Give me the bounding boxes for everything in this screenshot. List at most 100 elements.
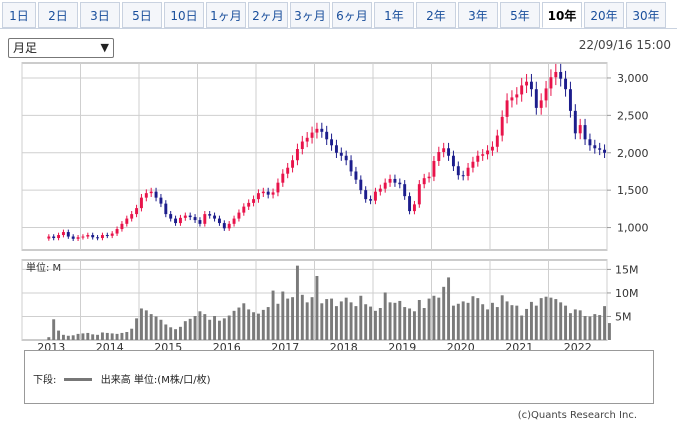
candle-body	[500, 116, 504, 136]
volume-bar	[208, 319, 212, 340]
volume-bar	[276, 303, 280, 340]
volume-bar	[52, 319, 56, 340]
candle-body	[232, 218, 236, 224]
candle-body	[437, 152, 441, 161]
volume-bar	[291, 297, 295, 340]
candle-body	[96, 237, 100, 239]
volume-bar	[105, 332, 109, 340]
tab-period-11[interactable]: 3年	[458, 2, 498, 28]
candle-body	[534, 89, 538, 108]
volume-bar	[588, 316, 592, 340]
legend-prefix: 下段:	[33, 375, 57, 386]
candle-body	[598, 148, 602, 150]
tab-period-15[interactable]: 30年	[626, 2, 666, 28]
price-tick-label: 2,000	[617, 147, 649, 160]
candle-body	[164, 203, 168, 215]
volume-bar	[564, 305, 568, 340]
candle-body	[364, 190, 368, 200]
volume-bar	[412, 311, 416, 340]
candle-body	[217, 218, 221, 224]
tab-period-5[interactable]: 1ヶ月	[206, 2, 246, 28]
candle-body	[417, 184, 421, 205]
candle-body	[373, 191, 377, 201]
candle-body	[178, 217, 182, 224]
volume-bar	[603, 306, 607, 340]
candle-body	[515, 94, 519, 98]
tab-period-12[interactable]: 5年	[500, 2, 540, 28]
candle-body	[568, 89, 572, 111]
volume-bar	[315, 276, 319, 340]
volume-bar	[544, 296, 548, 340]
candle-period-value: 月足	[13, 41, 38, 55]
volume-bar	[554, 299, 558, 340]
tab-period-8[interactable]: 6ヶ月	[332, 2, 372, 28]
volume-bar	[325, 299, 329, 340]
candle-body	[295, 149, 299, 161]
candle-body	[378, 188, 382, 192]
candle-body	[320, 128, 324, 132]
candle-body	[476, 155, 480, 162]
candle-period-select[interactable]: 月足 ▼	[8, 38, 114, 58]
volume-bar	[96, 334, 100, 340]
candle-body	[510, 97, 514, 101]
candle-body	[403, 184, 407, 197]
volume-tick-label: 15M	[615, 263, 639, 276]
volume-bar	[100, 332, 104, 340]
tab-period-1[interactable]: 2日	[38, 2, 78, 28]
tab-period-0[interactable]: 1日	[2, 2, 36, 28]
volume-bar	[354, 306, 358, 340]
candle-body	[549, 77, 553, 89]
tab-period-6[interactable]: 2ヶ月	[248, 2, 288, 28]
tab-period-7[interactable]: 3ヶ月	[290, 2, 330, 28]
x-tick-label: 2014	[96, 341, 124, 350]
volume-bar	[510, 305, 514, 340]
candle-body	[183, 215, 187, 218]
candle-body	[564, 78, 568, 90]
candle-body	[174, 218, 178, 224]
candle-body	[149, 191, 153, 194]
volume-bar	[149, 314, 153, 340]
volume-bar	[61, 334, 65, 340]
candle-body	[198, 220, 202, 224]
x-tick-label: 2022	[564, 341, 592, 350]
tab-period-3[interactable]: 5日	[122, 2, 162, 28]
tab-period-14[interactable]: 20年	[584, 2, 624, 28]
volume-bar	[174, 329, 178, 340]
candle-body	[115, 229, 119, 234]
tab-period-10[interactable]: 2年	[416, 2, 456, 28]
volume-bar	[81, 333, 85, 340]
tab-period-13[interactable]: 10年	[542, 2, 582, 28]
candle-body	[359, 179, 363, 191]
volume-bar	[159, 319, 163, 340]
candle-body	[388, 178, 392, 183]
volume-bar	[154, 316, 158, 340]
candle-body	[203, 214, 207, 224]
volume-bar	[271, 290, 275, 340]
candle-body	[525, 81, 529, 86]
candle-body	[130, 214, 134, 219]
volume-bar	[135, 318, 139, 340]
candle-body	[305, 137, 309, 142]
volume-bar	[252, 312, 256, 340]
volume-bar	[330, 298, 334, 340]
volume-bar	[266, 307, 270, 340]
candle-body	[261, 191, 265, 194]
volume-bar	[120, 332, 124, 340]
volume-bar	[232, 310, 236, 340]
price-tick-label: 1,500	[617, 184, 649, 197]
candle-body	[76, 237, 80, 239]
candle-body	[227, 223, 231, 229]
candle-body	[256, 193, 260, 200]
tab-period-2[interactable]: 3日	[80, 2, 120, 28]
tab-period-9[interactable]: 1年	[374, 2, 414, 28]
candle-body	[490, 146, 494, 151]
volume-bar	[388, 302, 392, 340]
candle-body	[461, 175, 465, 177]
candle-body	[422, 178, 426, 185]
candle-body	[71, 236, 75, 239]
candle-body	[125, 218, 129, 224]
tab-period-4[interactable]: 10日	[164, 2, 204, 28]
candle-body	[47, 236, 51, 239]
candle-body	[213, 215, 217, 219]
candle-body	[271, 192, 275, 195]
